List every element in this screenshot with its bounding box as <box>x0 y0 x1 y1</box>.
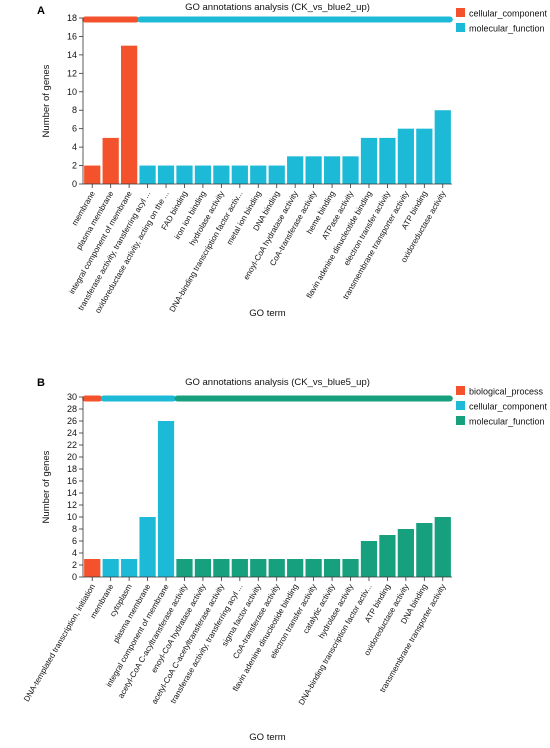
x-tick-label: DNA-templated transcription, initiation <box>22 583 97 704</box>
y-tick-label: 6 <box>72 124 77 134</box>
bar <box>323 156 341 184</box>
y-tick-label: 24 <box>67 428 77 438</box>
bar <box>102 137 119 184</box>
y-tick-label: 26 <box>67 416 77 426</box>
bar <box>194 165 212 184</box>
y-tick-label: 10 <box>67 87 77 97</box>
bar <box>268 559 285 577</box>
bar <box>231 559 248 577</box>
bar <box>360 137 378 184</box>
bar <box>250 165 267 184</box>
bar <box>416 128 433 184</box>
legend-label: molecular_function <box>469 24 545 34</box>
y-tick-label: 4 <box>72 142 77 152</box>
bar <box>434 517 451 577</box>
bar <box>305 156 322 184</box>
y-axis-title: Number of genes <box>41 450 52 523</box>
y-tick-label: 16 <box>67 31 77 41</box>
bar <box>250 559 267 577</box>
chart-title: GO annotations analysis (CK_vs_blue5_up) <box>185 377 370 388</box>
chart-panel-a: A GO annotations analysis (CK_vs_blue2_up… <box>37 2 548 319</box>
y-tick-label: 0 <box>72 572 77 582</box>
y-tick-label: 2 <box>72 161 77 171</box>
bar <box>213 165 230 184</box>
bar <box>194 559 212 577</box>
bar <box>213 559 230 577</box>
bar <box>342 156 359 184</box>
chart-title: GO annotations analysis (CK_vs_blue2_up) <box>185 2 370 13</box>
y-tick-label: 30 <box>67 392 77 402</box>
bar <box>434 110 451 184</box>
x-axis-title: GO term <box>249 732 286 743</box>
y-tick-label: 10 <box>67 512 77 522</box>
legend-swatch <box>456 8 465 17</box>
x-axis-title: GO term <box>249 308 286 319</box>
legend-label: cellular_component <box>469 402 548 412</box>
legend-swatch <box>456 386 465 395</box>
y-tick-label: 2 <box>72 560 77 570</box>
bar <box>268 165 285 184</box>
bar <box>379 137 396 184</box>
y-tick-label: 6 <box>72 536 77 546</box>
bar <box>416 523 433 577</box>
y-tick-label: 0 <box>72 179 77 189</box>
y-tick-label: 22 <box>67 440 77 450</box>
y-tick-label: 18 <box>67 464 77 474</box>
legend-swatch <box>456 401 465 410</box>
bar <box>102 559 119 577</box>
y-tick-label: 8 <box>72 105 77 115</box>
y-tick-label: 14 <box>67 50 77 60</box>
bar <box>176 165 193 184</box>
y-tick-label: 14 <box>67 488 77 498</box>
bar <box>139 165 156 184</box>
bar <box>379 535 396 577</box>
bar <box>121 559 138 577</box>
panel-label: A <box>37 5 45 17</box>
panel-label: B <box>37 377 45 389</box>
bar <box>84 165 101 184</box>
y-tick-label: 16 <box>67 476 77 486</box>
bar <box>287 559 304 577</box>
y-tick-label: 8 <box>72 524 77 534</box>
y-tick-label: 18 <box>67 13 77 23</box>
bar <box>323 559 341 577</box>
bar <box>342 559 359 577</box>
bar <box>397 529 414 577</box>
legend-label: biological_process <box>469 387 544 397</box>
chart-panel-b: B GO annotations analysis (CK_vs_blue5_up… <box>22 377 548 743</box>
y-axis-title: Number of genes <box>41 64 52 137</box>
bar <box>121 45 138 184</box>
bar <box>360 541 378 577</box>
legend-swatch <box>456 23 465 32</box>
y-tick-label: 4 <box>72 548 77 558</box>
y-tick-label: 28 <box>67 404 77 414</box>
bar <box>397 128 414 184</box>
bar <box>157 421 175 577</box>
y-tick-label: 12 <box>67 500 77 510</box>
legend-label: cellular_component <box>469 9 548 19</box>
bar <box>231 165 248 184</box>
bar <box>157 165 175 184</box>
bar <box>305 559 322 577</box>
y-tick-label: 12 <box>67 68 77 78</box>
bar <box>139 517 156 577</box>
y-tick-label: 20 <box>67 452 77 462</box>
legend-swatch <box>456 416 465 425</box>
bar <box>176 559 193 577</box>
bar <box>84 559 101 577</box>
bar <box>287 156 304 184</box>
legend-label: molecular_function <box>469 417 545 427</box>
